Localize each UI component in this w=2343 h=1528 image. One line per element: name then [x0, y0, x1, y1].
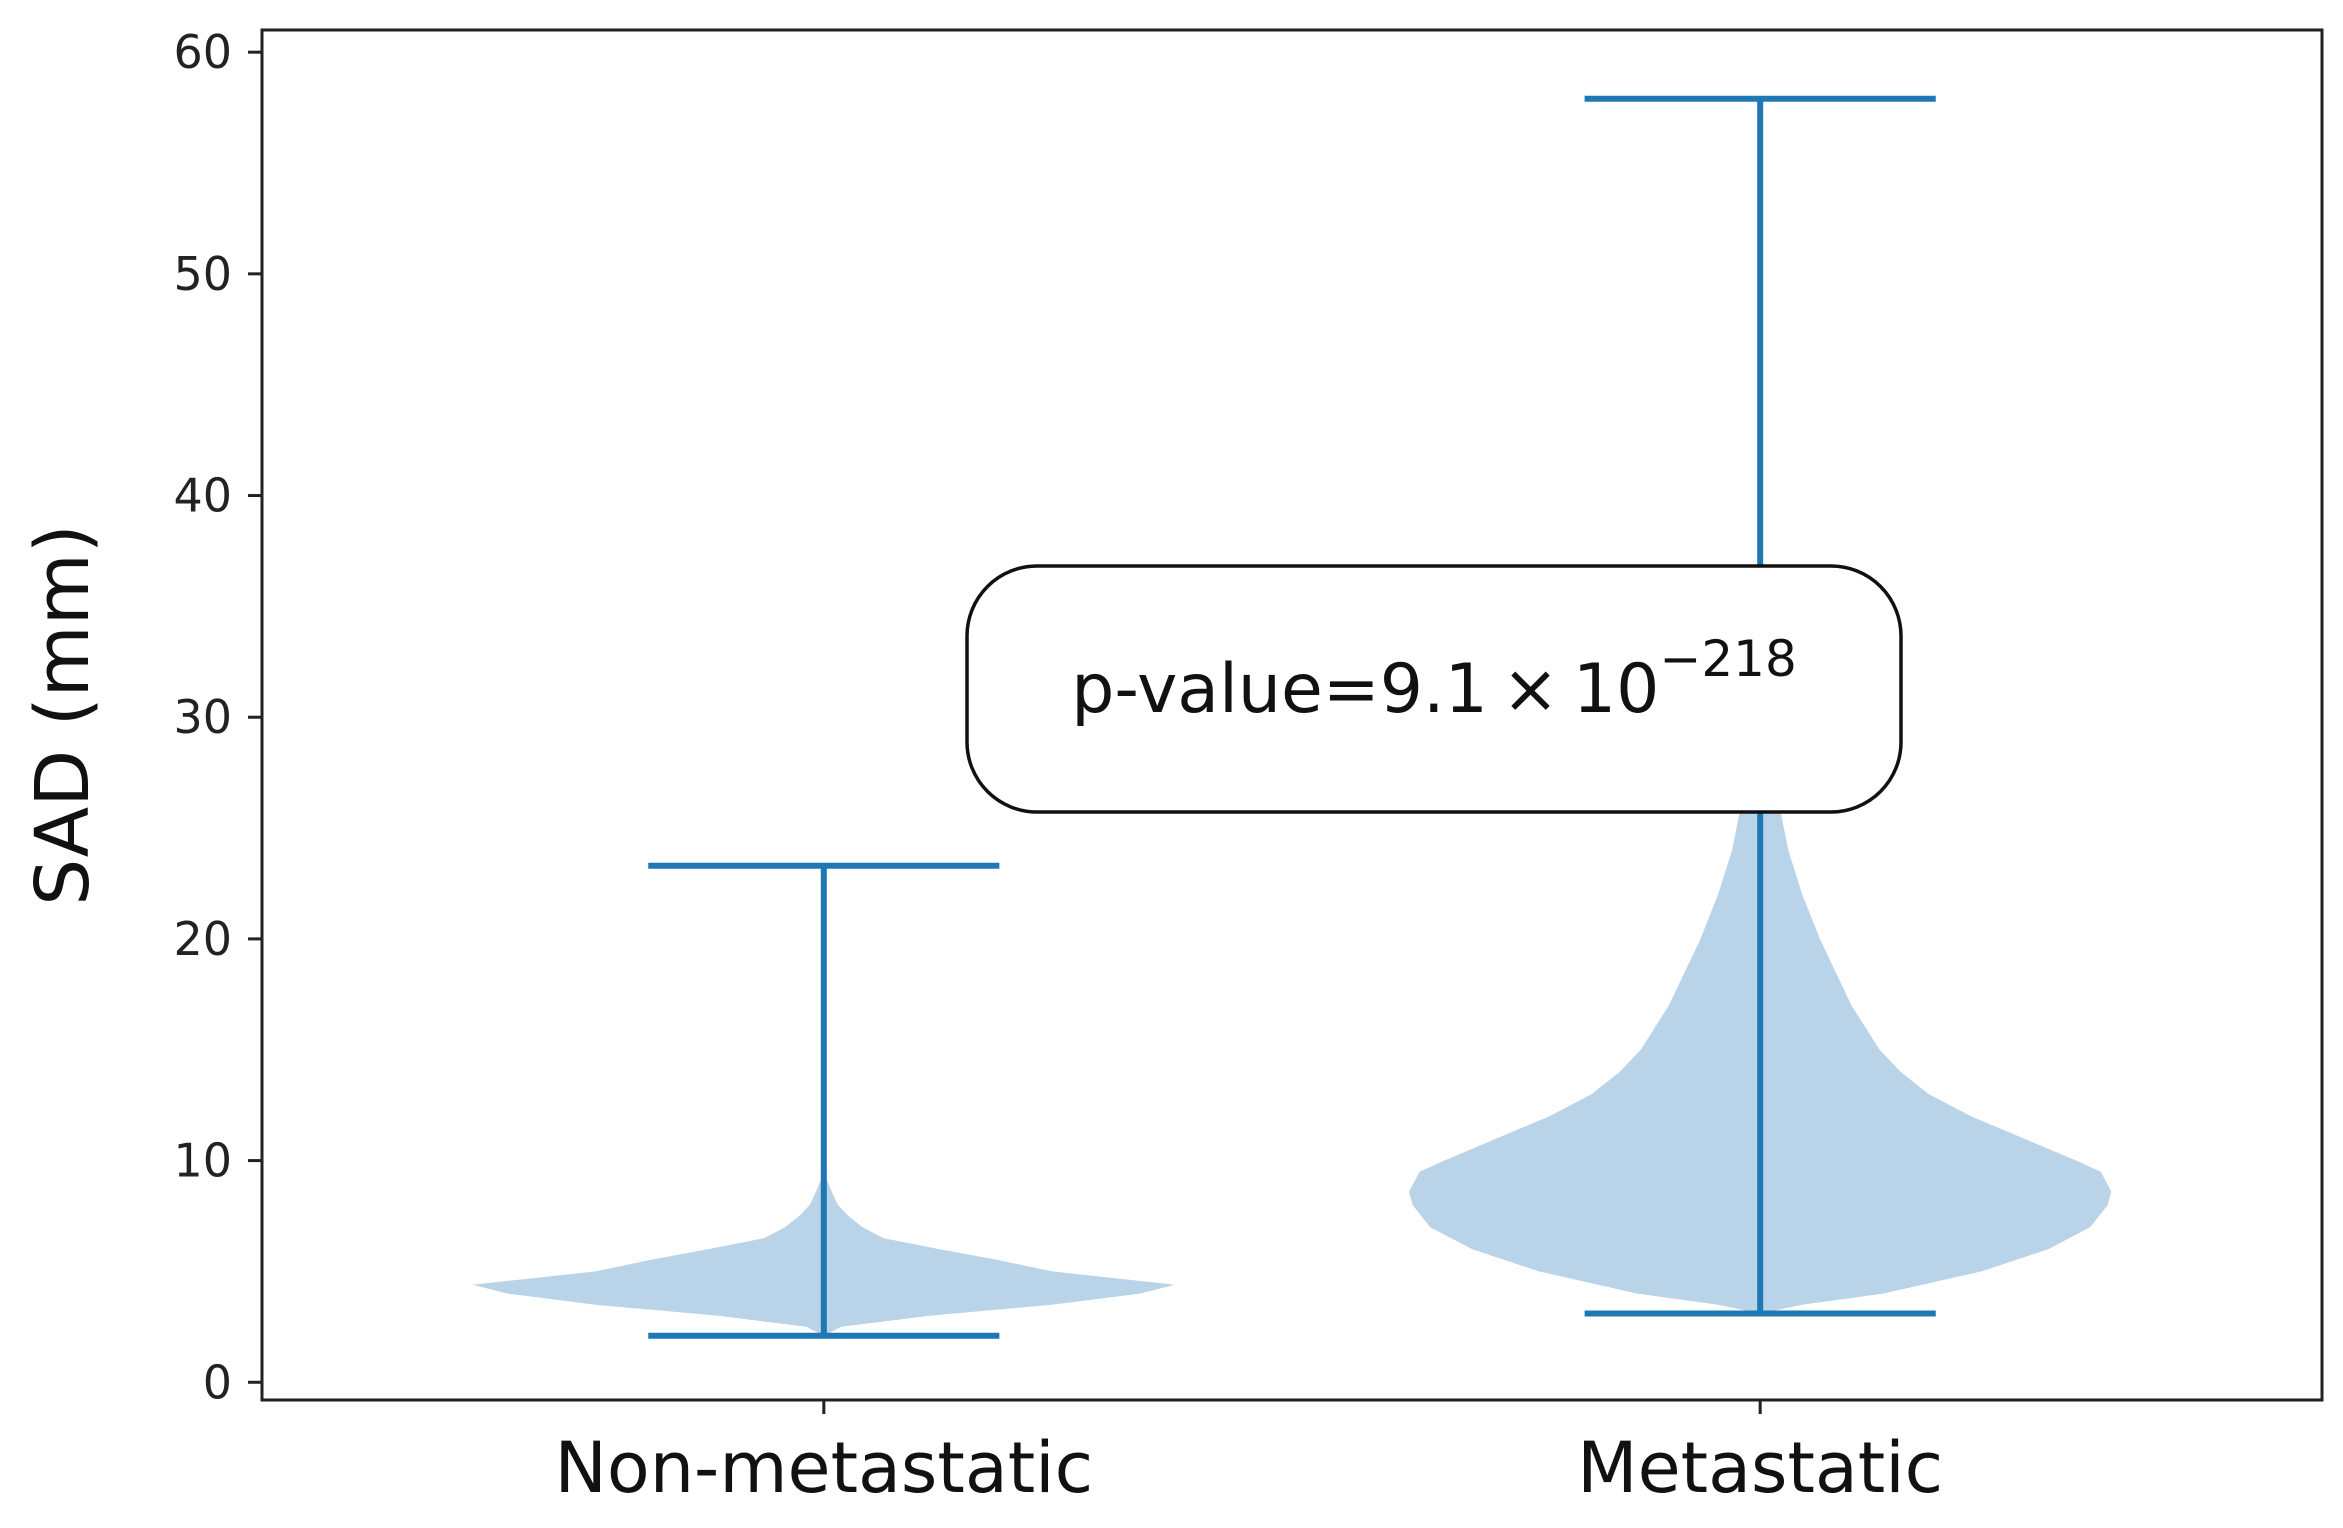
x-tick-label-metastatic: Metastatic [1577, 1427, 1943, 1509]
y-tick-label-20: 20 [173, 912, 232, 966]
y-axis: 0 10 20 30 40 50 60 [173, 25, 262, 1409]
p-value-annotation: p-value=9.1 × 10−218 [965, 564, 1903, 814]
y-tick-label-60: 60 [173, 25, 232, 79]
y-tick-label-0: 0 [203, 1355, 232, 1409]
y-axis-title: SAD (mm) [20, 524, 106, 905]
x-tick-label-non-metastatic: Non-metastatic [555, 1427, 1094, 1509]
annotation-box [965, 564, 1903, 814]
plot-frame [260, 28, 2324, 1402]
annotation-text: p-value=9.1 × 10−218 [1071, 630, 1797, 729]
y-tick-label-30: 30 [173, 690, 232, 744]
y-tick-label-50: 50 [173, 247, 232, 301]
y-tick-label-40: 40 [173, 469, 232, 523]
y-tick-label-10: 10 [173, 1134, 232, 1188]
x-axis: Non-metastatic Metastatic [555, 1400, 1943, 1509]
